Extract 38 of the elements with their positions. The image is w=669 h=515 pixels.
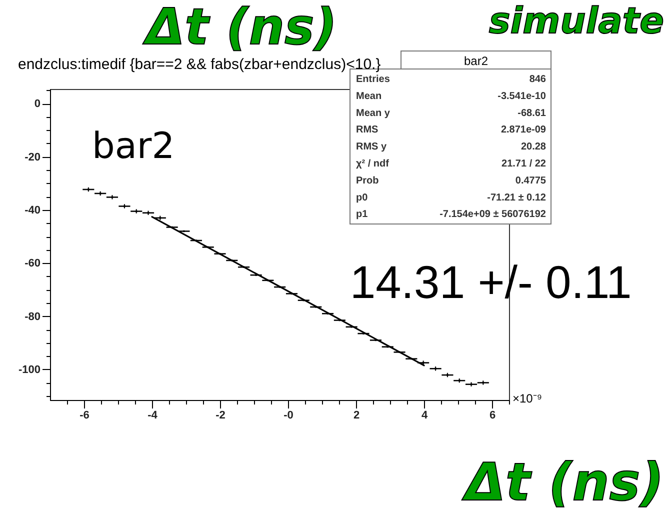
annotation: -7.154e+09 ± 56076192 <box>440 209 546 220</box>
x-tick-label: -6 <box>80 410 90 422</box>
y-tick-label: 0 <box>34 98 40 110</box>
text: 846 <box>529 74 546 85</box>
y-tick-label: -80 <box>24 310 40 323</box>
annotation: RMS y <box>356 142 387 153</box>
annotation: Mean y <box>356 108 390 119</box>
text: bar2 <box>464 54 488 68</box>
x-tick-label: 6 <box>489 410 496 422</box>
annotation: RMS <box>356 124 379 136</box>
y-tick-label: -100 <box>18 364 40 376</box>
chart-title: endzclus:timedif {bar==2 && fabs(zbar+endzclus)<10.} <box>18 56 381 73</box>
annotation: Mean <box>356 90 382 102</box>
x-axis-title: ×10⁻⁹ <box>512 392 542 406</box>
text: -68.61 <box>518 108 546 119</box>
annotation: p0 <box>356 192 368 204</box>
annotation: 21.71 / 22 <box>502 158 546 170</box>
y-tick-label: -20 <box>24 151 40 164</box>
annotation: -71.21 ± 0.12 <box>487 192 546 204</box>
x-tick-label: 2 <box>353 410 360 422</box>
text: Δt (ns) <box>461 453 664 513</box>
text: simulate <box>488 1 664 42</box>
text: 0.4775 <box>515 175 546 186</box>
x-tick-label: -4 <box>148 410 158 422</box>
text: Δt (ns) <box>142 0 338 56</box>
y-tick-label: -60 <box>24 258 40 270</box>
annotation: Prob <box>356 175 379 186</box>
annotation: bar2 <box>92 126 175 167</box>
annotation: χ² / ndf <box>356 158 390 170</box>
y-tick-label: -40 <box>24 204 40 216</box>
annotation: p1 <box>356 209 368 220</box>
annotation: 2.871e-09 <box>500 124 546 136</box>
x-tick-label: 4 <box>421 410 428 422</box>
text: Entries <box>356 74 390 85</box>
annotation: -3.541e-10 <box>498 90 546 102</box>
x-tick-label: -2 <box>216 410 226 422</box>
x-tick-label: -0 <box>284 410 294 422</box>
text: 20.28 <box>520 142 546 153</box>
